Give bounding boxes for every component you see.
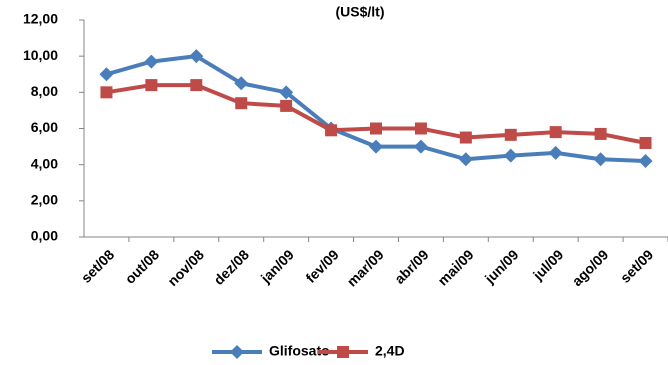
x-tick-label: set/08 — [78, 246, 118, 286]
legend-marker — [337, 346, 349, 358]
x-tick-label: fev/09 — [302, 246, 342, 286]
point-marker — [280, 99, 293, 112]
y-tick-label: 8,00 — [31, 83, 58, 99]
point-marker — [638, 154, 653, 169]
y-tick-label: 0,00 — [31, 228, 58, 244]
point-marker — [413, 139, 428, 154]
point-marker — [459, 131, 472, 144]
point-marker — [279, 85, 294, 100]
point-marker — [639, 136, 652, 149]
point-marker — [325, 124, 338, 137]
point-marker — [234, 76, 249, 91]
legend-label: 2,4D — [375, 343, 405, 359]
point-marker — [369, 139, 383, 154]
y-tick-label: 6,00 — [31, 119, 58, 135]
x-tick-label: dez/08 — [210, 246, 252, 288]
x-tick-label: set/09 — [617, 246, 657, 286]
point-marker — [235, 97, 248, 110]
point-marker — [99, 67, 114, 82]
y-tick-label: 10,00 — [23, 47, 58, 63]
point-marker — [504, 128, 517, 141]
point-marker — [414, 122, 427, 135]
y-tick-label: 12,00 — [23, 11, 58, 27]
point-marker — [503, 148, 518, 163]
legend-label: Glifosato — [269, 343, 330, 359]
legend-marker — [230, 345, 244, 359]
point-marker — [144, 54, 159, 69]
point-marker — [594, 127, 607, 140]
chart-title: (US$/lt) — [336, 4, 385, 20]
point-marker — [189, 49, 204, 64]
x-tick-label: mai/09 — [434, 246, 476, 288]
y-tick-label: 2,00 — [31, 192, 58, 208]
point-marker — [100, 86, 113, 99]
point-marker — [145, 79, 158, 92]
x-tick-label: jul/09 — [529, 246, 566, 283]
x-tick-label: nov/08 — [164, 246, 207, 289]
x-tick-label: ago/09 — [569, 246, 612, 289]
y-tick-label: 4,00 — [31, 155, 58, 171]
x-tick-label: jun/09 — [481, 246, 522, 287]
point-marker — [548, 145, 563, 160]
x-tick-label: out/08 — [122, 246, 163, 287]
x-tick-label: mar/09 — [343, 246, 386, 289]
point-marker — [549, 126, 562, 139]
point-marker — [190, 79, 203, 92]
point-marker — [458, 152, 473, 167]
point-marker — [593, 152, 608, 167]
point-marker — [370, 122, 382, 135]
x-tick-label: jan/09 — [257, 246, 297, 286]
x-tick-label: abr/09 — [391, 246, 432, 287]
